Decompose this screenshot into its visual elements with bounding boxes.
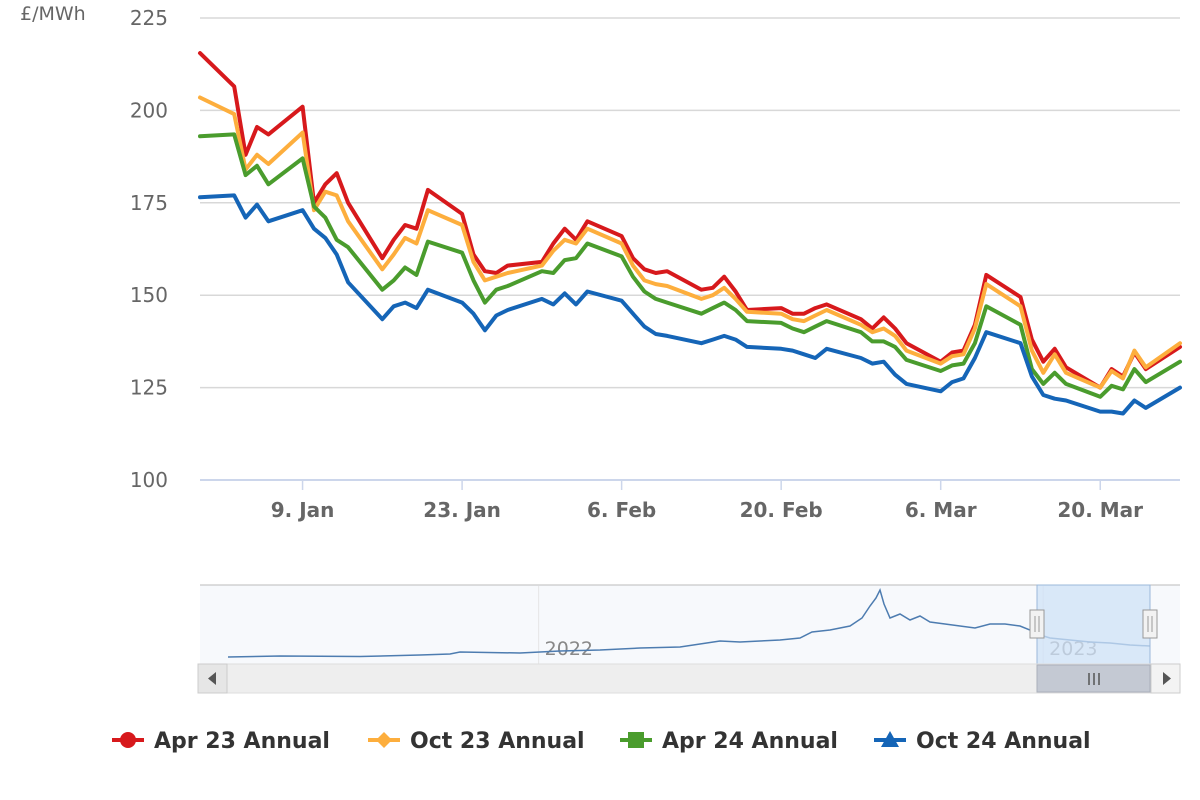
navigator-right-handle[interactable] <box>1142 609 1158 639</box>
navigator-year-label: 2022 <box>545 638 593 660</box>
diamond-marker-icon <box>376 732 392 748</box>
x-tick-label: 6. Mar <box>905 498 977 522</box>
scrollbar-thumb[interactable] <box>1036 664 1151 693</box>
navigator[interactable]: 20222023 <box>200 584 1180 666</box>
arrow-left-icon <box>208 672 216 685</box>
legend-item[interactable]: Oct 23 Annual <box>368 729 585 754</box>
y-tick-label: 225 <box>130 6 168 30</box>
y-tick-label: 100 <box>130 468 168 492</box>
square-marker-icon <box>628 732 644 748</box>
legend-label: Apr 23 Annual <box>154 729 330 754</box>
scrollbar-left-button[interactable] <box>197 663 228 694</box>
legend: Apr 23 Annual Oct 23 Annual Apr 24 Annual O… <box>112 729 1091 754</box>
y-axis: 100 125 150 175 200 225 <box>130 6 168 492</box>
legend-label: Oct 23 Annual <box>410 729 585 754</box>
x-tick-label: 20. Feb <box>740 498 823 522</box>
scrollbar-right-button[interactable] <box>1150 663 1181 694</box>
navigator-left-handle[interactable] <box>1029 609 1045 639</box>
arrow-right-icon <box>1163 672 1171 685</box>
series-line-apr-24-annual <box>198 132 1182 399</box>
y-tick-label: 175 <box>130 191 168 215</box>
x-tick-label: 23. Jan <box>423 498 501 522</box>
series-line-oct-23-annual <box>198 95 1182 390</box>
series-lines <box>198 51 1182 416</box>
legend-label: Apr 24 Annual <box>662 729 838 754</box>
y-tick-label: 200 <box>130 98 168 122</box>
scrollbar[interactable] <box>197 663 1181 694</box>
x-axis: 9. Jan 23. Jan 6. Feb 20. Feb 6. Mar 20. Mar <box>200 479 1180 522</box>
series-line-apr-23-annual <box>198 51 1182 390</box>
triangle-marker-icon <box>881 731 899 747</box>
navigator-selection[interactable] <box>1036 584 1151 666</box>
legend-item[interactable]: Oct 24 Annual <box>874 729 1091 754</box>
legend-item[interactable]: Apr 23 Annual <box>112 729 330 754</box>
y-tick-label: 150 <box>130 283 168 307</box>
legend-item[interactable]: Apr 24 Annual <box>620 729 838 754</box>
series-line-oct-24-annual <box>198 193 1182 416</box>
navigator-series-line <box>227 587 1151 658</box>
circle-marker-icon <box>120 732 136 748</box>
x-tick-label: 20. Mar <box>1057 498 1143 522</box>
scrollbar-track[interactable] <box>197 663 1181 694</box>
y-tick-label: 125 <box>130 376 168 400</box>
legend-label: Oct 24 Annual <box>916 729 1091 754</box>
x-tick-label: 6. Feb <box>587 498 656 522</box>
y-axis-unit-label: £/MWh <box>20 3 86 25</box>
x-tick-label: 9. Jan <box>271 498 335 522</box>
